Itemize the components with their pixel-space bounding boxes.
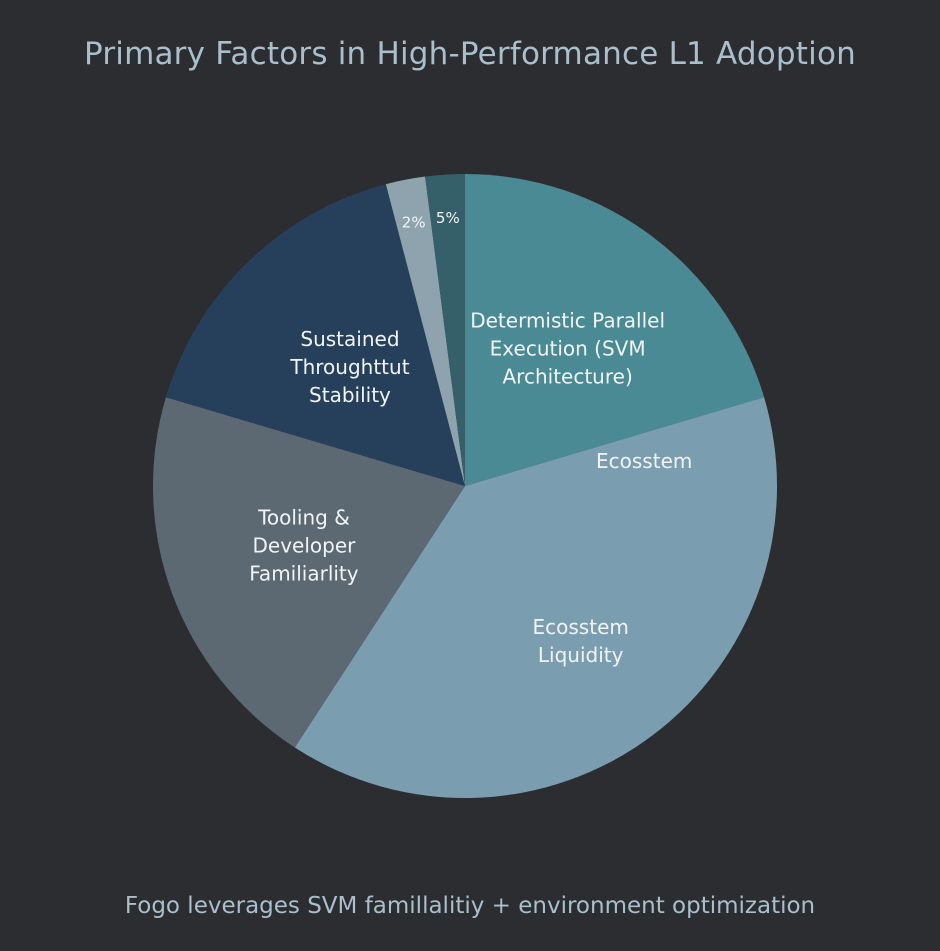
slice-label-6: 5% [436,209,460,227]
pie-slice-6 [425,174,465,486]
footer-note: Fogo leverages SVM famillalitiy + enviro… [124,893,816,919]
slice-label-4: Sustained Throughttut Stability [289,327,409,407]
pie-slice-0 [465,174,765,486]
pie-slice-2 [294,397,777,798]
slice-label-0: Determistic Parallel Execution (SVM Archit… [470,308,665,388]
slice-label-3: Tooling & Developer Familiarlity [249,505,359,585]
slice-label-5: 2% [402,214,426,232]
pie-slice-5 [385,176,465,486]
slice-label-1: Ecosstem [596,449,692,473]
slice-label-2: Ecosstem Liquidity [533,615,629,667]
pie-slice-4 [165,184,465,486]
chart-title: Primary Factors in High-Performance L1 A… [83,36,856,72]
pie-slice-3 [153,397,465,748]
